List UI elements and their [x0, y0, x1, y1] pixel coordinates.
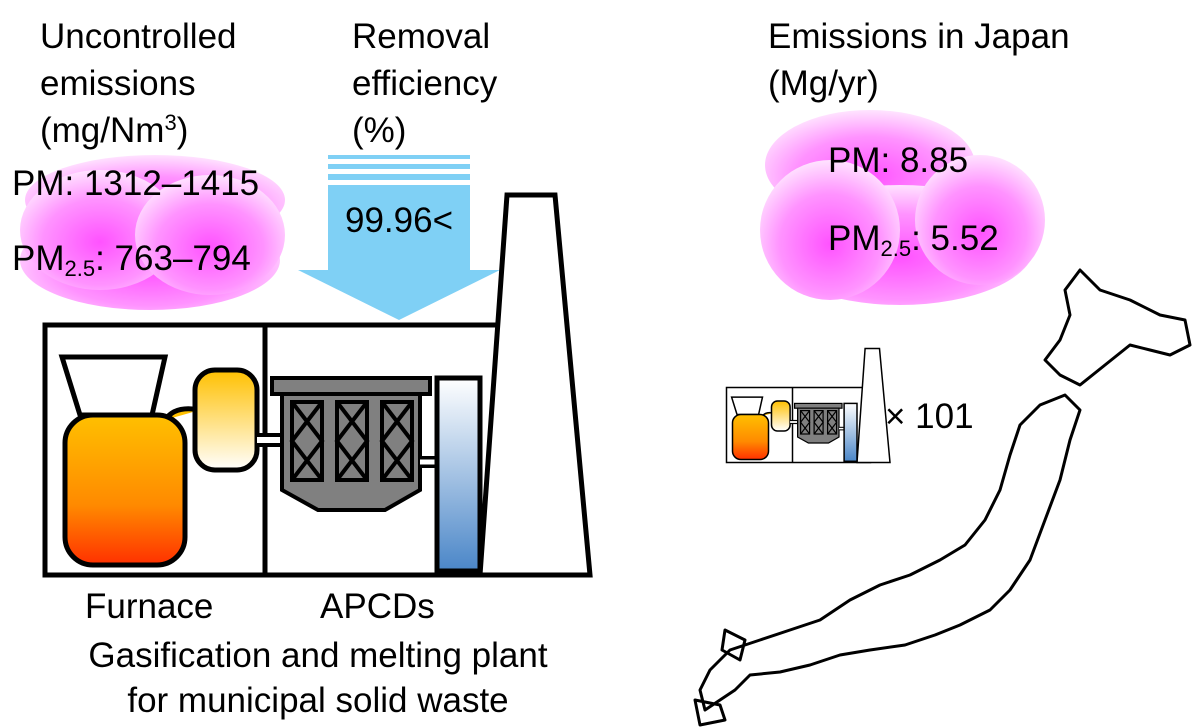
furnace-label: Furnace	[85, 587, 213, 626]
removal-value: 99.96<	[345, 201, 453, 240]
label: Uncontrolled	[40, 17, 237, 56]
pm25-value: PM2.5: 5.52	[828, 219, 999, 261]
pm25-value: PM2.5: 763–794	[12, 239, 251, 281]
pm-value: PM: 1312–1415	[12, 164, 259, 203]
label: PM	[828, 219, 881, 258]
pm-value: PM: 8.85	[828, 141, 968, 180]
value: : 5.52	[911, 219, 999, 258]
cloud-uncontrolled	[20, 155, 285, 310]
label: PM	[12, 239, 65, 278]
cloud-japan	[760, 110, 1045, 305]
caption: for municipal solid waste	[127, 681, 508, 720]
label: (mg/Nm	[40, 111, 164, 150]
label: (mg/Nm3)	[40, 110, 188, 150]
label: emissions	[40, 64, 196, 103]
plant-count: × 101	[885, 397, 974, 436]
caption: Gasification and melting plant	[88, 636, 547, 675]
removal-arrow	[298, 155, 500, 320]
apcds-label: APCDs	[320, 587, 435, 626]
title: (Mg/yr)	[768, 64, 879, 103]
title: Emissions in Japan	[768, 17, 1070, 56]
value: : 763–794	[95, 239, 251, 278]
japan-map	[693, 268, 1192, 727]
superscript: 3	[164, 110, 176, 135]
plant-small	[727, 349, 891, 463]
label: (%)	[352, 111, 406, 150]
subscript: 2.5	[65, 256, 96, 281]
subscript: 2.5	[881, 236, 912, 261]
label: )	[177, 111, 189, 150]
label: Removal	[352, 17, 490, 56]
label: efficiency	[352, 64, 498, 103]
